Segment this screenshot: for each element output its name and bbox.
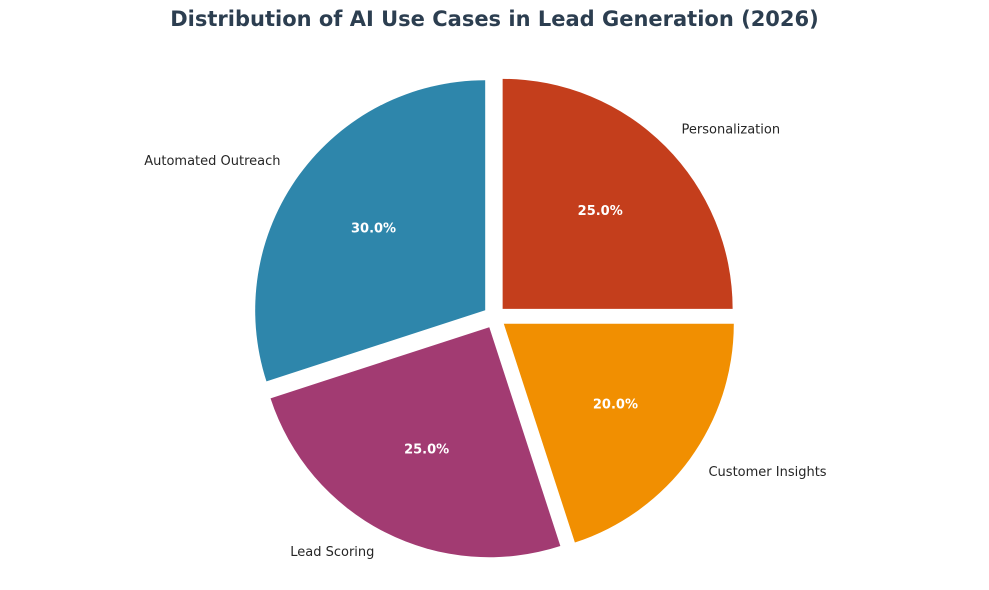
chart-title: Distribution of AI Use Cases in Lead Gen… [170, 7, 819, 31]
pct-label: 20.0% [593, 397, 638, 412]
slice-label: Automated Outreach [144, 154, 280, 169]
pie-slice-lead-scoring [270, 327, 561, 558]
pct-label: 25.0% [578, 204, 623, 219]
pie-slice-personalization [502, 78, 733, 309]
slice-label: Personalization [682, 122, 781, 137]
pie-slices [255, 78, 734, 558]
pie-slice-customer-insights [503, 323, 734, 543]
pct-label: 30.0% [351, 222, 396, 237]
pie-labels: 25.0% Personalization 20.0% Customer Insigh… [144, 122, 827, 560]
slice-label: Customer Insights [708, 465, 826, 480]
slice-label: Lead Scoring [290, 545, 374, 560]
pie-slice-automated-outreach [255, 80, 486, 382]
pct-label: 25.0% [404, 443, 449, 458]
